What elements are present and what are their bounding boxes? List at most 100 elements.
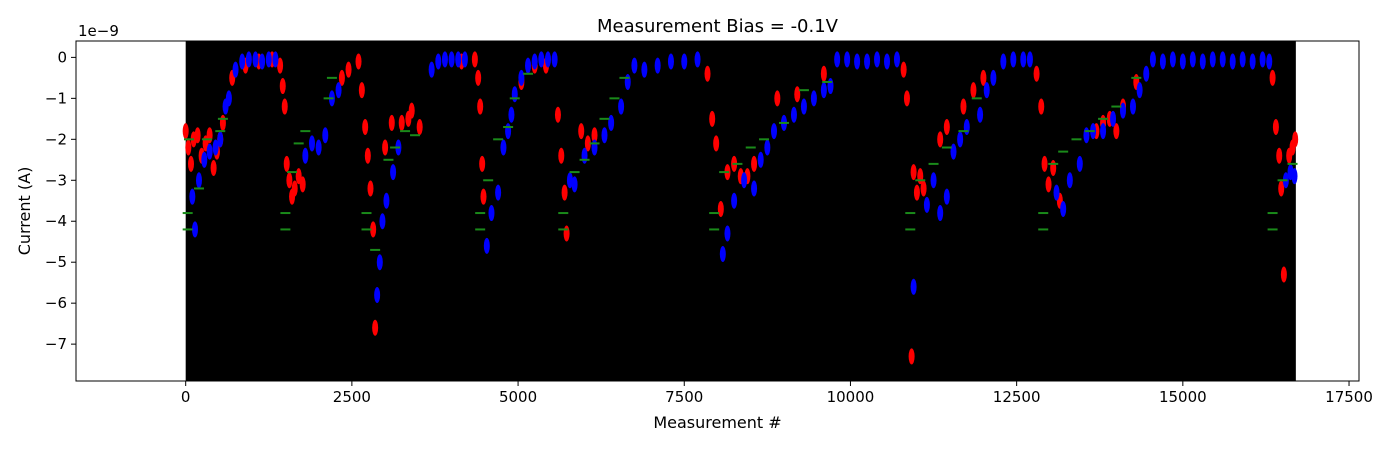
data-point <box>834 51 841 68</box>
data-point <box>654 57 661 74</box>
data-point <box>608 114 615 131</box>
y-tick-label: −4 <box>45 212 67 230</box>
data-point <box>367 180 374 197</box>
data-point <box>704 65 711 82</box>
data-point <box>774 90 781 107</box>
data-point <box>1159 53 1166 70</box>
y-tick-label: −5 <box>45 253 67 271</box>
data-point <box>980 69 987 86</box>
data-point <box>210 159 217 176</box>
data-point <box>943 119 950 136</box>
data-point <box>1041 155 1048 172</box>
data-point <box>810 90 817 107</box>
x-tick-label: 15000 <box>1159 388 1207 406</box>
data-point <box>1292 131 1299 148</box>
data-point <box>790 106 797 123</box>
y-tick-label: −2 <box>45 130 67 148</box>
data-point <box>191 221 198 238</box>
data-point <box>771 123 778 140</box>
data-point <box>1209 51 1216 68</box>
data-point <box>1143 65 1150 82</box>
data-point <box>283 155 290 172</box>
y-tick-label: −7 <box>45 335 67 353</box>
data-point <box>923 196 930 213</box>
data-point <box>189 188 196 205</box>
data-point <box>900 61 907 78</box>
series-layer <box>182 51 1299 365</box>
data-point <box>281 98 288 115</box>
data-point <box>694 51 701 68</box>
data-point <box>1136 82 1143 99</box>
data-point <box>910 164 917 181</box>
data-point <box>854 53 861 70</box>
data-point <box>1038 98 1045 115</box>
data-point <box>566 172 573 189</box>
data-point <box>206 127 213 144</box>
data-point <box>1179 53 1186 70</box>
chart-title: Measurement Bias = -0.1V <box>597 16 839 37</box>
data-point <box>1272 119 1279 136</box>
data-point <box>272 51 279 68</box>
x-tick-label: 2500 <box>333 388 371 406</box>
data-point <box>1276 147 1283 164</box>
x-axis-ticks: 0 2500 5000 7500 10000 12500 15000 17500 <box>181 381 1373 406</box>
data-point <box>903 90 910 107</box>
data-point <box>185 139 192 156</box>
data-point <box>563 225 570 242</box>
data-point <box>379 213 386 230</box>
data-point <box>1199 53 1206 70</box>
data-point <box>461 51 468 68</box>
data-point <box>511 86 518 103</box>
data-point <box>544 51 551 68</box>
data-point <box>195 172 202 189</box>
data-point <box>302 147 309 164</box>
data-point <box>601 127 608 144</box>
data-point <box>480 188 487 205</box>
data-point <box>1045 176 1052 193</box>
data-point <box>884 53 891 70</box>
data-point <box>930 172 937 189</box>
data-point <box>538 51 545 68</box>
data-point <box>279 78 286 95</box>
data-point <box>1100 123 1107 140</box>
data-point <box>488 205 495 222</box>
data-point <box>358 82 365 99</box>
data-point <box>435 53 442 70</box>
data-point <box>1291 168 1298 185</box>
data-point <box>631 57 638 74</box>
data-point <box>408 102 415 119</box>
data-point <box>1083 127 1090 144</box>
axes-frame <box>75 40 1360 382</box>
data-point <box>1239 51 1246 68</box>
data-point <box>757 151 764 168</box>
x-tick-label: 12500 <box>993 388 1041 406</box>
y-tick-label: −1 <box>45 89 67 107</box>
x-tick-label: 0 <box>181 388 191 406</box>
data-point <box>245 51 252 68</box>
data-point <box>618 98 625 115</box>
data-point <box>217 131 224 148</box>
data-point <box>475 69 482 86</box>
plot-data-region <box>185 41 1296 381</box>
data-point <box>525 57 532 74</box>
data-point <box>338 69 345 86</box>
data-point <box>345 61 352 78</box>
data-point <box>1110 110 1117 127</box>
data-point <box>477 98 484 115</box>
series-2 <box>182 72 1298 251</box>
y-tick-label: −3 <box>45 171 67 189</box>
data-point <box>265 51 272 68</box>
data-point <box>1033 65 1040 82</box>
data-point <box>374 286 381 303</box>
data-point <box>970 82 977 99</box>
data-point <box>554 106 561 123</box>
data-point <box>388 114 395 131</box>
data-point <box>495 184 502 201</box>
data-point <box>518 69 525 86</box>
data-point <box>741 172 748 189</box>
data-point <box>500 139 507 156</box>
data-point <box>764 139 771 156</box>
data-point <box>1076 155 1083 172</box>
data-point <box>724 225 731 242</box>
data-point <box>827 78 834 95</box>
